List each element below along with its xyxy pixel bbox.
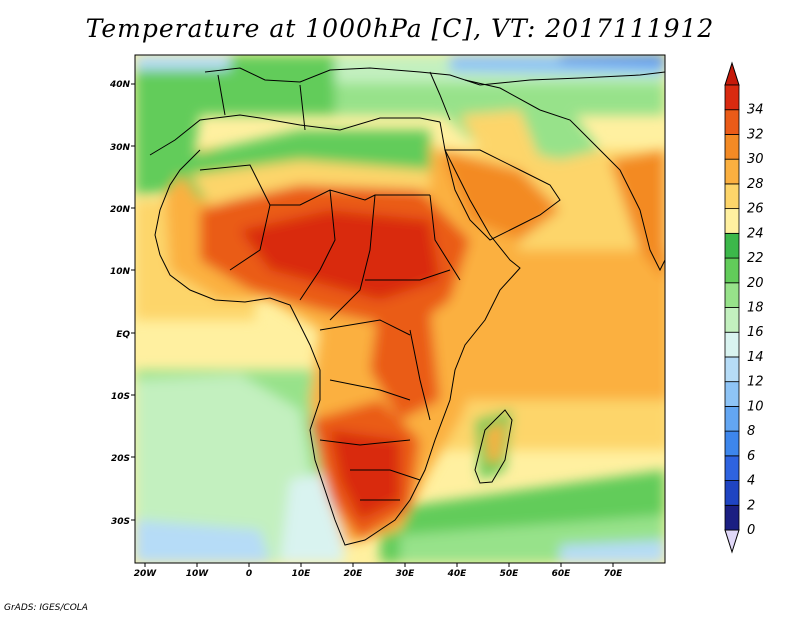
colorbar-label: 2 xyxy=(747,498,755,513)
colorbar-label: 24 xyxy=(747,226,764,241)
lat-label: 20S xyxy=(111,454,130,464)
longitude-axis: 20W 10W 0 10E 20E 30E 40E 50E 60E 70E xyxy=(134,563,623,579)
colorbar-segment xyxy=(724,282,740,308)
colorbar-segment xyxy=(724,331,740,358)
colorbar-high-arrow xyxy=(724,61,740,86)
colorbar-segment xyxy=(724,356,740,383)
colorbar-label: 4 xyxy=(747,474,755,489)
colorbar-label: 22 xyxy=(747,251,764,266)
lon-label: 60E xyxy=(552,569,572,579)
colorbar-label: 26 xyxy=(747,202,764,217)
latitude-axis: 40N 30N 20N 10N EQ 10S 20S 30S xyxy=(109,80,135,527)
colorbar-label: 28 xyxy=(747,177,764,192)
colorbar-segment xyxy=(724,84,740,111)
colorbar-segment xyxy=(724,381,740,407)
colorbar-label: 12 xyxy=(747,375,764,390)
colorbar-label: 18 xyxy=(747,301,764,316)
lon-label: 40E xyxy=(447,569,468,579)
colorbar-label: 0 xyxy=(747,523,755,538)
lat-label: 20N xyxy=(110,205,131,215)
colorbar-label: 8 xyxy=(747,424,755,439)
map-frame xyxy=(134,54,666,564)
map-panel xyxy=(135,55,665,563)
lon-label: 30E xyxy=(396,569,416,579)
lat-label: 10N xyxy=(110,267,131,277)
lon-label: 20E xyxy=(344,569,364,579)
colorbar-segment xyxy=(724,232,740,259)
lat-label: 40N xyxy=(109,80,131,90)
lon-label: 20W xyxy=(134,569,158,579)
colorbar-segment xyxy=(724,208,740,234)
lon-label: 50E xyxy=(500,569,520,579)
colorbar-label: 34 xyxy=(747,103,764,118)
lat-label: 30N xyxy=(110,143,131,153)
colorbar-segment xyxy=(724,504,740,531)
lon-label: 10E xyxy=(292,569,312,579)
colorbar-label: 32 xyxy=(747,127,764,142)
colorbar-low-arrow xyxy=(724,529,740,554)
colorbar-segment xyxy=(724,430,740,457)
colorbar-segment xyxy=(724,405,740,432)
colorbar-segment xyxy=(724,109,740,135)
lat-label: 10S xyxy=(111,392,130,402)
lat-label: EQ xyxy=(116,330,130,340)
lon-label: 70E xyxy=(604,569,624,579)
colorbar-segment xyxy=(724,480,740,506)
colorbar-segment xyxy=(724,455,740,481)
coastline-borders xyxy=(149,67,665,546)
colorbar-label: 10 xyxy=(747,399,764,414)
map-title: Temperature at 1000hPa [C], VT: 20171119… xyxy=(85,14,715,43)
colorbar-segment xyxy=(724,257,740,284)
colorbar-label: 14 xyxy=(747,350,764,365)
colorbar-label: 16 xyxy=(747,325,764,340)
lon-label: 10W xyxy=(186,569,210,579)
colorbar-segment xyxy=(724,183,740,210)
colorbar-label: 6 xyxy=(747,449,755,464)
grads-credit: GrADS: IGES/COLA xyxy=(4,603,88,613)
lon-label: 0 xyxy=(246,569,252,579)
lat-label: 30S xyxy=(111,517,130,527)
colorbar-segment xyxy=(724,158,740,185)
colorbar-label: 30 xyxy=(747,152,764,167)
colorbar-label: 20 xyxy=(747,276,764,291)
colorbar-segment xyxy=(724,307,740,333)
colorbar-segment xyxy=(724,134,740,160)
